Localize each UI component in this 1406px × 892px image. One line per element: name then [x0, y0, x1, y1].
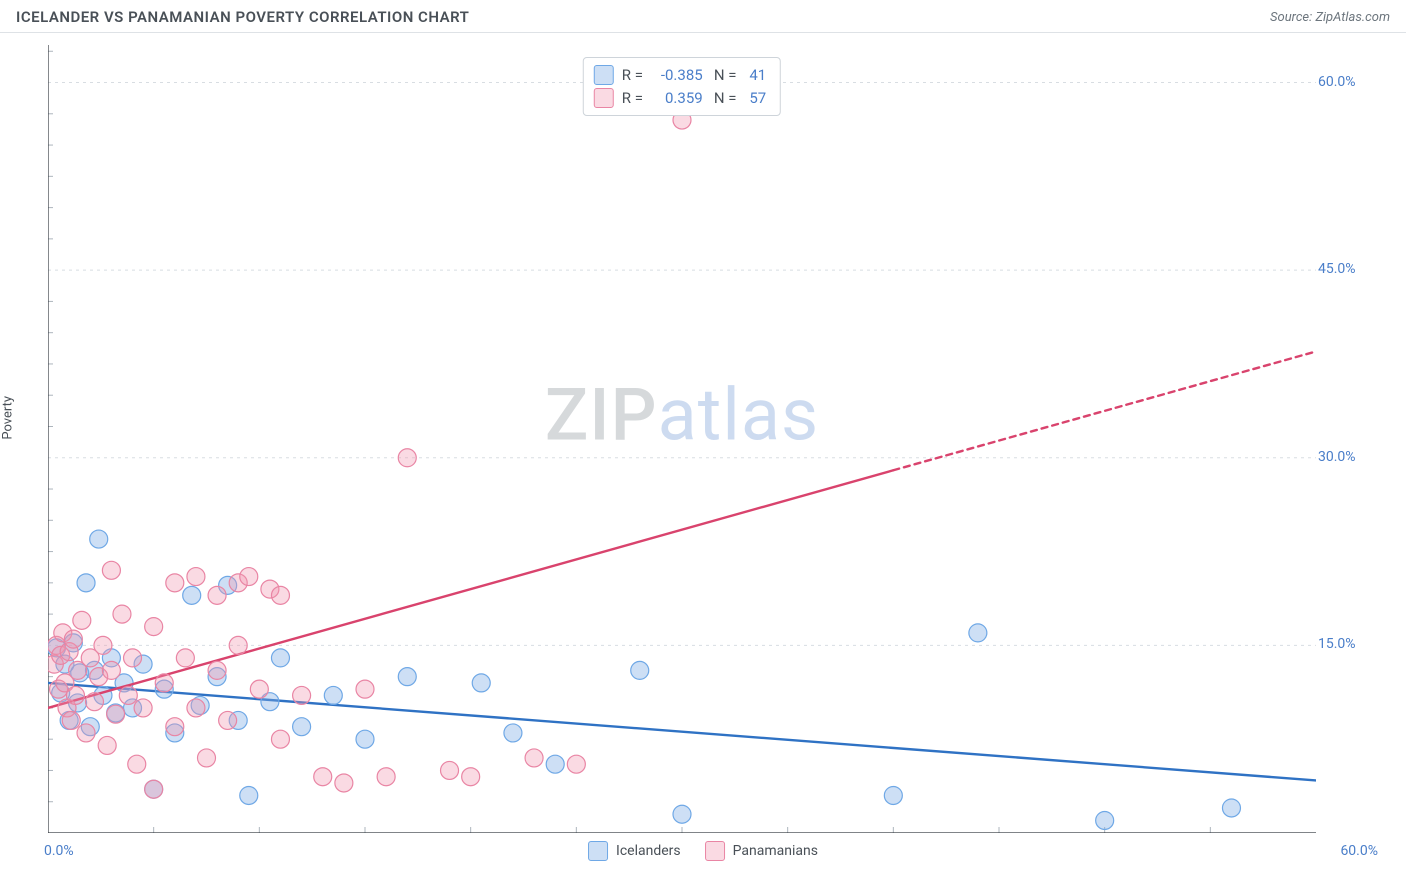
legend-swatch-icelanders: [594, 65, 614, 85]
legend-bottom: Icelanders Panamanians: [588, 841, 818, 861]
plot-container: ZIPatlas R = -0.385 N = 41R = 0.359 N = …: [48, 45, 1316, 833]
chart-area: Poverty ZIPatlas R = -0.385 N = 41R = 0.…: [0, 33, 1406, 875]
y-tick-label: 60.0%: [1318, 74, 1398, 90]
legend-item-panamanians: Panamanians: [705, 841, 818, 861]
legend-swatch-panamanians-bottom: [705, 841, 725, 861]
y-tick-label: 45.0%: [1318, 261, 1398, 277]
legend-swatch-panamanians: [594, 88, 614, 108]
x-min-label: 0.0%: [44, 843, 74, 859]
scatter-plot-svg: [48, 45, 1316, 833]
source-value: ZipAtlas.com: [1315, 10, 1390, 25]
legend-swatch-icelanders-bottom: [588, 841, 608, 861]
x-max-label: 60.0%: [1340, 843, 1378, 859]
legend-stats-box: R = -0.385 N = 41R = 0.359 N = 57: [583, 57, 781, 116]
y-axis-label: Poverty: [1, 396, 16, 440]
y-tick-label: 30.0%: [1318, 449, 1398, 465]
legend-item-icelanders: Icelanders: [588, 841, 681, 861]
chart-header: ICELANDER VS PANAMANIAN POVERTY CORRELAT…: [0, 0, 1406, 33]
legend-stats-row-panamanians: R = 0.359 N = 57: [594, 87, 766, 110]
chart-title: ICELANDER VS PANAMANIAN POVERTY CORRELAT…: [16, 8, 469, 26]
chart-source: Source: ZipAtlas.com: [1270, 10, 1390, 25]
y-tick-label: 15.0%: [1318, 636, 1398, 652]
legend-label-panamanians: Panamanians: [733, 843, 818, 859]
legend-label-icelanders: Icelanders: [616, 843, 681, 859]
source-label: Source:: [1270, 10, 1312, 25]
legend-stats-row-icelanders: R = -0.385 N = 41: [594, 64, 766, 87]
